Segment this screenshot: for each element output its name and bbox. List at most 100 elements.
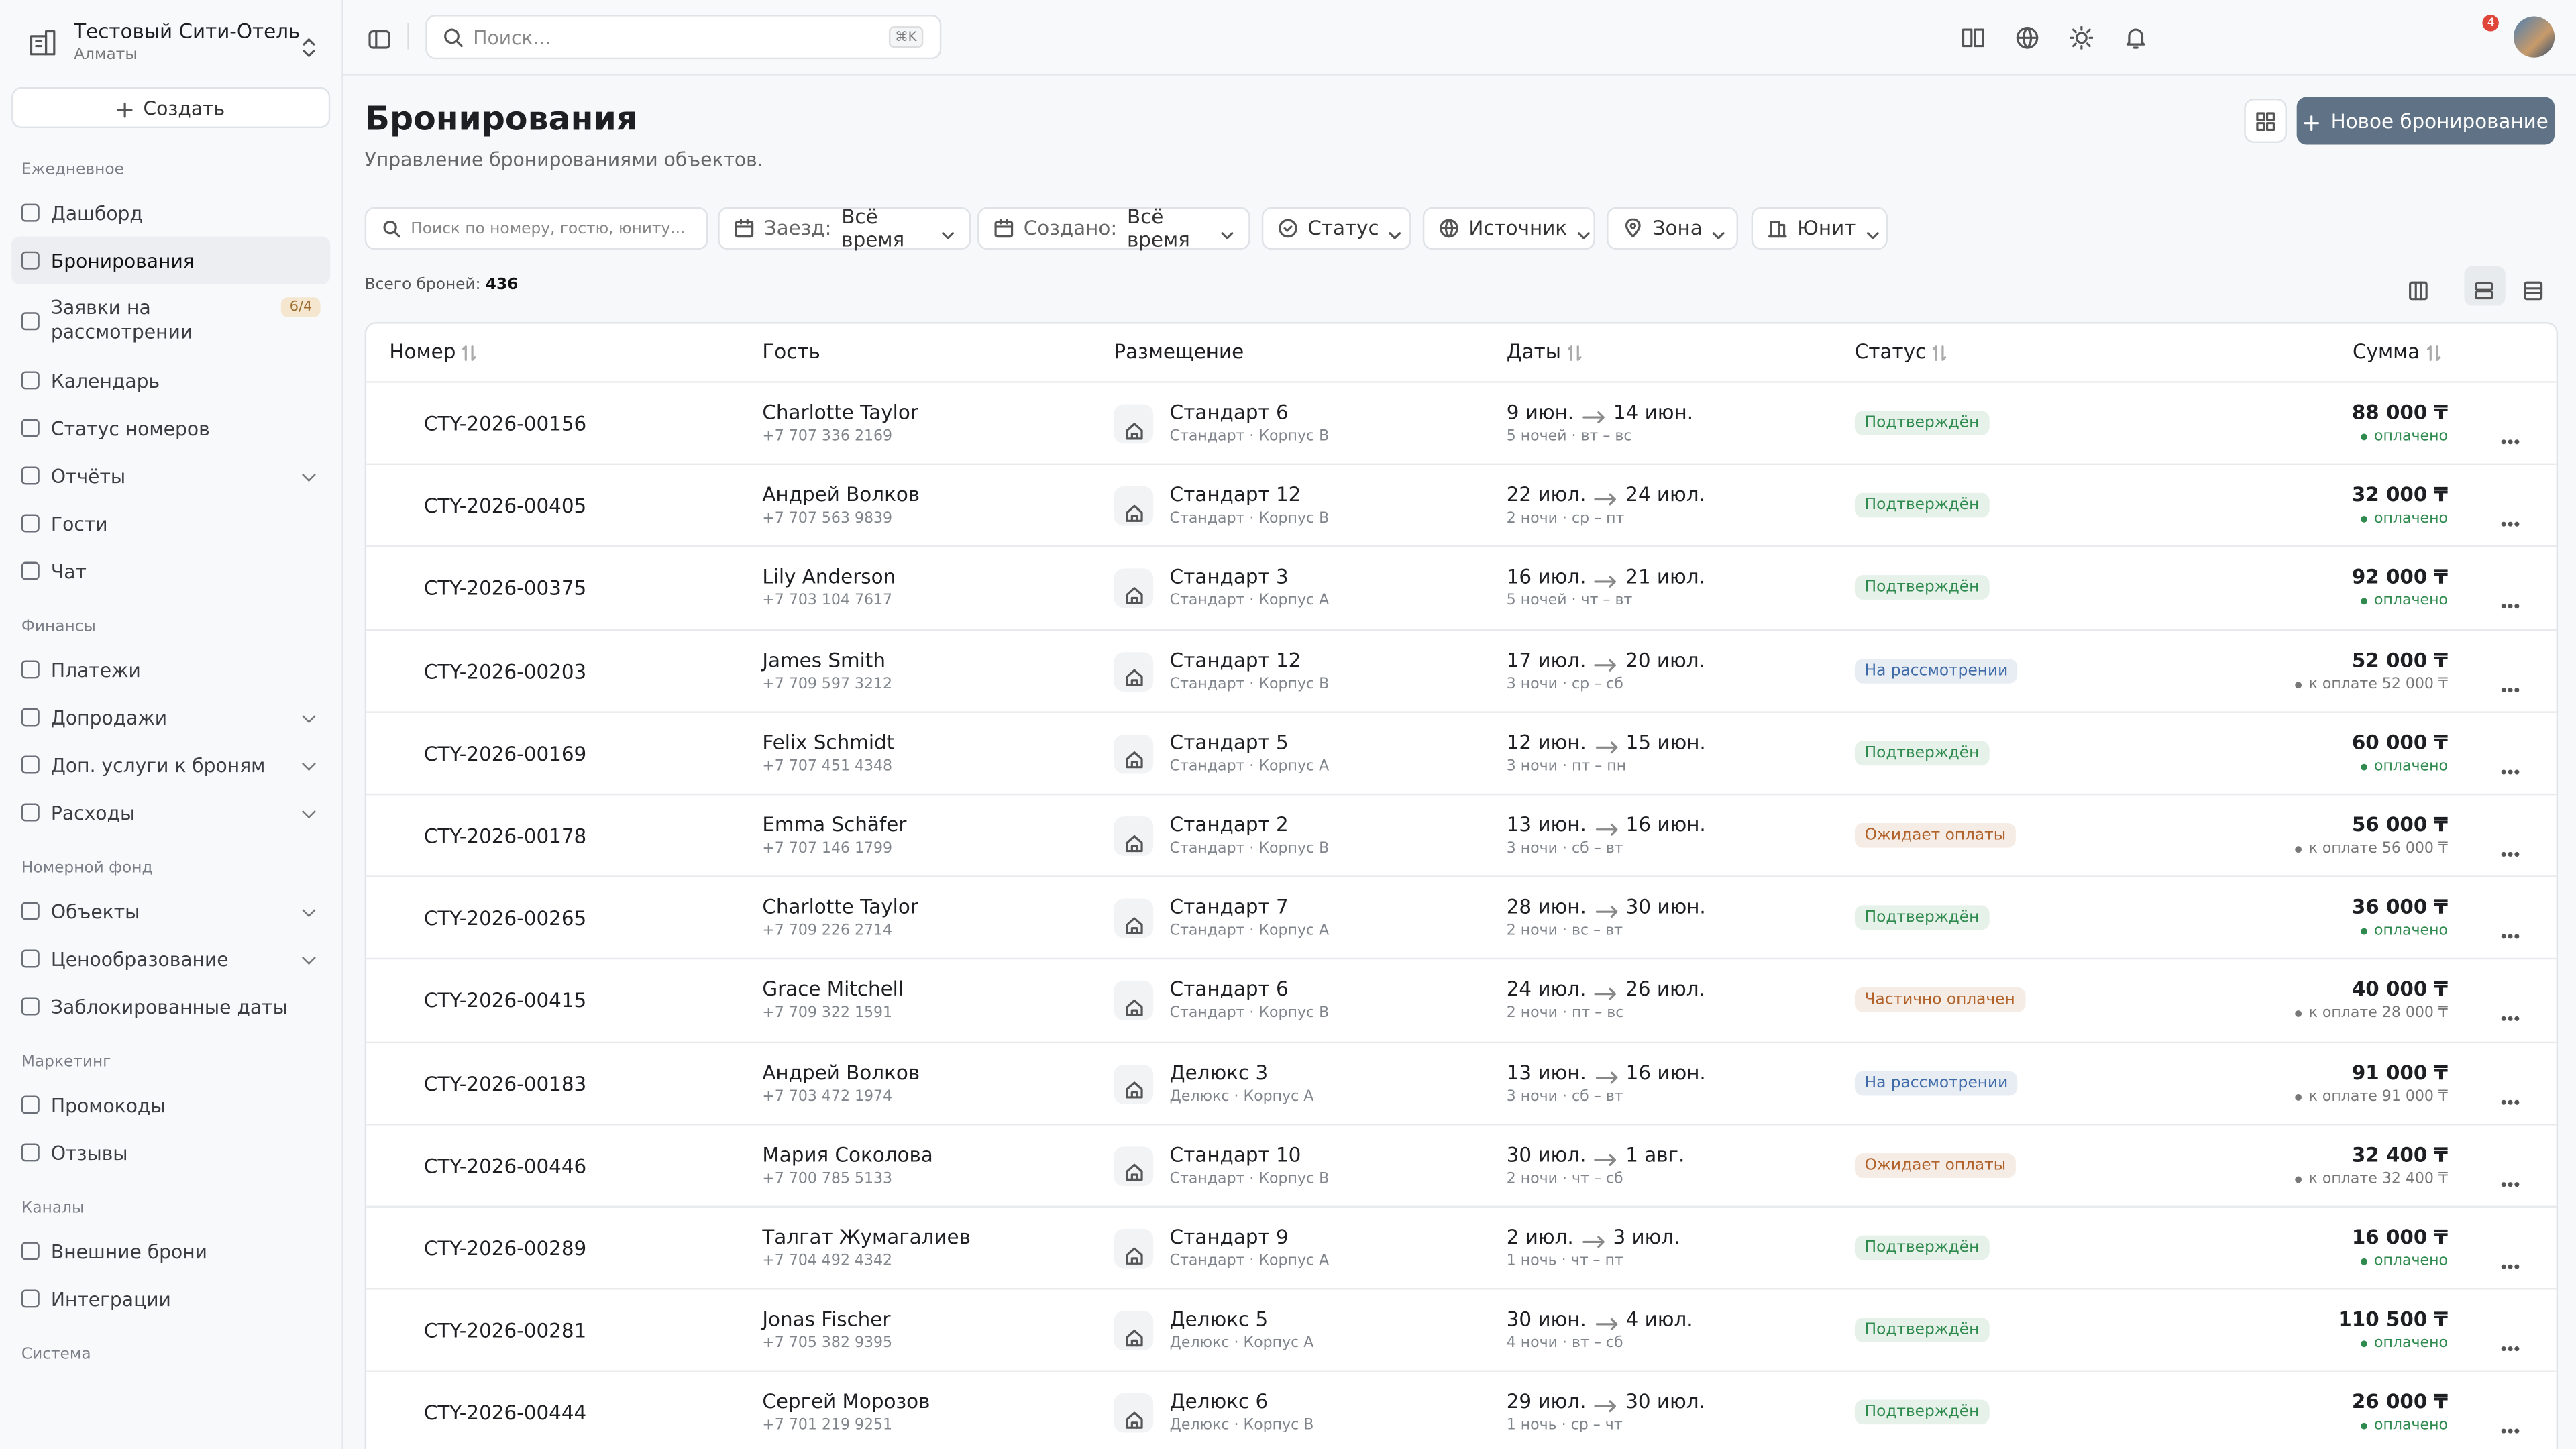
unit-detail: Стандарт · Корпус A [1169,758,1330,775]
columns-button [2408,276,2428,301]
row-menu [2500,1163,2520,1187]
nav-label: Внешние брони [50,1239,207,1263]
column-header[interactable]: Сумма [2353,340,2441,363]
filter-text: Статус [1307,217,1379,240]
filter-created[interactable]: Создано: Всё время [977,205,1250,252]
nav-icon [21,1143,40,1162]
nav-item[interactable]: Отчёты [11,451,330,499]
dates-detail: 2 ночи · пт – вс [1506,1006,1624,1023]
payment-status: к оплате 56 000 ₸ [2295,841,2448,857]
filter-text: Заезд: [763,217,832,240]
booking-number: CTY-2026-00281 [423,1319,587,1343]
nav-item[interactable]: Статус номеров [11,404,330,451]
nav-item[interactable]: Платежи [11,645,330,693]
booking-row[interactable]: CTY-2026-00156 Charlotte Taylor +7 707 336… [366,381,2557,465]
nav-item[interactable]: Доп. услуги к броням [11,741,330,788]
nav-icon [21,755,40,774]
amount: 52 000 ₸ [2351,648,2448,672]
create-button[interactable]: Создать [11,87,331,129]
filter-search[interactable]: Поиск по номеру, гостю, юниту... [364,207,708,250]
payment-dot [2295,846,2302,853]
grid-view-button[interactable] [2244,98,2287,144]
date-to: 14 июн. [1613,400,1694,424]
nav-label: Гости [50,511,108,535]
new-booking-button[interactable]: Новое бронирование [2296,97,2555,145]
booking-row[interactable]: CTY-2026-00265 Charlotte Taylor +7 709 226… [366,875,2557,960]
nav-icon [21,949,40,968]
unit-name: Делюкс 3 [1169,1061,1269,1084]
booking-row[interactable]: CTY-2026-00169 Felix Schmidt +7 707 451 43… [366,710,2557,795]
nav-item[interactable]: Календарь [11,356,330,404]
guest-phone: +7 709 597 3212 [762,676,893,693]
column-header: Гость [762,340,820,363]
nav-item[interactable]: Расходы [11,789,330,837]
column-label: Даты [1506,339,1562,364]
chevron [1577,223,1591,239]
payment-status: оплачено [2361,1254,2448,1270]
booking-row[interactable]: CTY-2026-00289 Талгат Жумагалиев +7 704 49… [366,1205,2557,1290]
filter-status[interactable]: Статус [1261,207,1411,250]
booking-number: CTY-2026-00203 [423,659,587,683]
payment-dot [2361,1258,2368,1265]
nav-item[interactable]: Допродажи [11,693,330,741]
booking-row[interactable]: CTY-2026-00375 Lily Anderson +7 703 104 76… [366,546,2557,630]
date-to: 1 авг. [1625,1142,1685,1167]
status-badge: Подтверждён [1854,1235,1990,1260]
column-header[interactable]: Номер [389,340,477,363]
chevron [1389,223,1402,239]
compact-view [2524,276,2543,301]
booking-row[interactable]: CTY-2026-00178 Emma Schäfer +7 707 146 179… [366,793,2557,877]
search-box[interactable]: Поиск... ⌘K [425,15,942,60]
booking-number: CTY-2026-00415 [423,989,587,1013]
booking-row[interactable]: CTY-2026-00446 Мария Соколова +7 700 785 5… [366,1123,2557,1208]
nav-item[interactable]: Интеграции [11,1275,330,1322]
booking-row[interactable]: CTY-2026-00203 James Smith +7 709 597 3212… [366,628,2557,712]
booking-row[interactable]: CTY-2026-00444 Сергей Морозов +7 701 219 9… [366,1371,2557,1449]
cal-icon [735,219,754,238]
nav-item[interactable]: Промокоды [11,1081,330,1128]
avatar[interactable] [2513,16,2555,58]
booking-row[interactable]: CTY-2026-00281 Jonas Fischer +7 705 382 93… [366,1288,2557,1372]
date-from: 9 июн. [1506,400,1574,424]
nav-label: Платежи [50,657,141,682]
status-badge: Подтверждён [1854,905,1990,930]
check-icon [1278,219,1297,238]
sidebar: Тестовый Сити-Отель Алматы Создать Ежедневн… [0,0,343,1449]
topbar: Поиск... ⌘K 4 [343,0,2576,76]
column-header[interactable]: Статус [1855,340,1947,363]
nav-item[interactable]: Заявки на рассмотрении 6/4 [11,284,330,357]
nav-item[interactable]: Отзывы [11,1128,330,1176]
row-menu [2500,1410,2520,1434]
dates-detail: 5 ночей · чт – вт [1506,594,1633,610]
booking-row[interactable]: CTY-2026-00405 Андрей Волков +7 707 563 98… [366,464,2557,547]
booking-row[interactable]: CTY-2026-00415 Grace Mitchell +7 709 322 1… [366,958,2557,1042]
nav-item[interactable]: Гости [11,499,330,547]
search-placeholder: Поиск... [473,25,551,49]
nav-item[interactable]: Бронирования [11,236,331,284]
payment-dot [2361,1340,2368,1348]
theme-button [2069,25,2094,51]
unit-icon [1114,1228,1154,1269]
booking-row[interactable]: CTY-2026-00183 Андрей Волков +7 703 472 19… [366,1040,2557,1125]
nav-item[interactable]: Внешние брони [11,1227,330,1275]
nav-item[interactable]: Ценообразование [11,934,330,982]
date-range: 13 июн. 16 июн. [1507,813,1706,836]
nav-item[interactable]: Объекты [11,887,330,934]
column-header[interactable]: Даты [1507,340,1582,363]
filter-zone[interactable]: Зона [1607,207,1739,250]
filter-checkin[interactable]: Заезд: Всё время [718,205,971,252]
payment-dot [2361,598,2368,606]
nav-item[interactable]: Дашборд [11,189,330,237]
home-icon [1124,1322,1142,1346]
filter-unit[interactable]: Юнит [1751,207,1888,250]
nav-item[interactable]: Заблокированные даты [11,982,330,1030]
filter-text: Юнит [1797,217,1856,240]
nav-item[interactable]: Чат [11,547,330,595]
nav-label: Объекты [50,899,140,923]
search-icon [443,27,463,46]
status-badge: На рассмотрении [1854,1070,2018,1095]
filter-source[interactable]: Источник [1422,207,1595,250]
unit-detail: Стандарт · Корпус B [1169,429,1330,445]
payment-status: к оплате 32 400 ₸ [2295,1171,2448,1187]
date-to: 21 июл. [1625,566,1705,589]
